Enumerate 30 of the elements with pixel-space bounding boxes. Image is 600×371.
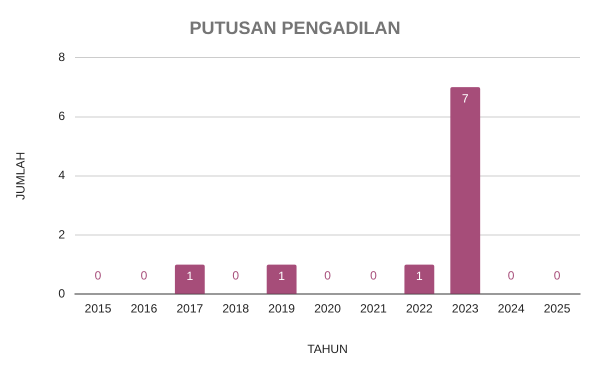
- y-tick-label: 6: [58, 109, 66, 124]
- y-tick-label: 0: [58, 286, 66, 301]
- data-label: 0: [232, 268, 240, 283]
- data-label: 1: [186, 268, 194, 283]
- y-tick-label: 2: [58, 227, 66, 242]
- x-tick-label: 2023: [452, 302, 479, 316]
- data-label: 7: [462, 91, 469, 106]
- x-tick-label: 2015: [84, 302, 112, 316]
- chart-title: PUTUSAN PENGADILAN: [189, 18, 401, 38]
- data-label: 0: [508, 268, 515, 283]
- x-tick-label: 2020: [314, 302, 342, 316]
- x-tick-label: 2024: [498, 302, 525, 316]
- x-tick-label: 2022: [406, 302, 434, 316]
- data-label: 1: [278, 268, 286, 283]
- x-tick-label: 2018: [222, 302, 250, 316]
- data-label: 0: [94, 268, 102, 283]
- data-label: 0: [370, 268, 378, 283]
- x-axis-title: TAHUN: [307, 342, 348, 356]
- data-label: 0: [554, 268, 561, 283]
- x-tick-label: 2016: [130, 302, 158, 316]
- y-tick-label: 4: [58, 168, 66, 182]
- x-tick-label: 2021: [360, 302, 388, 316]
- data-label: 0: [324, 268, 332, 283]
- y-axis-title: JUMLAH: [14, 152, 28, 200]
- x-tick-label: 2019: [268, 302, 296, 316]
- y-tick-label: 8: [58, 50, 66, 64]
- data-label: 1: [416, 268, 423, 283]
- data-label: 0: [140, 268, 148, 283]
- x-tick-label: 2025: [544, 302, 571, 316]
- x-tick-label: 2017: [176, 302, 204, 316]
